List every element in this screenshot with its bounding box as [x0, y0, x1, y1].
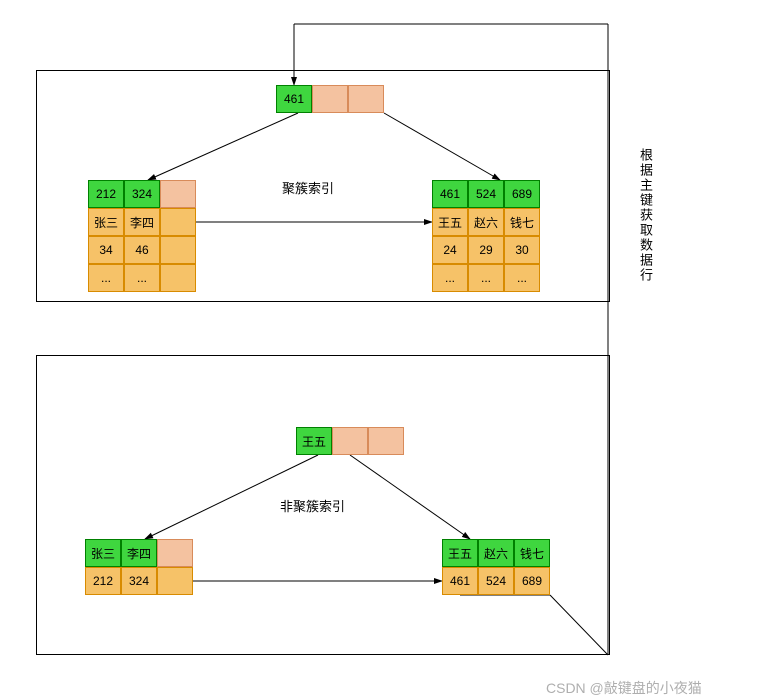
index-cell: 461 — [442, 567, 478, 595]
index-cell: 李四 — [121, 539, 157, 567]
index-cell — [157, 567, 193, 595]
index-cell — [157, 539, 193, 567]
index-cell: 王五 — [442, 539, 478, 567]
index-cell — [332, 427, 368, 455]
index-cell: 461 — [276, 85, 312, 113]
top-left-leaf-row: ...... — [88, 264, 196, 292]
bottom-left-leaf-row: 212324 — [85, 567, 193, 595]
bottom-left-leaf-row: 张三李四 — [85, 539, 193, 567]
index-cell — [160, 180, 196, 208]
index-cell: 29 — [468, 236, 504, 264]
top-root: 461 — [276, 85, 384, 113]
index-cell: 324 — [124, 180, 160, 208]
index-cell: 324 — [121, 567, 157, 595]
index-cell: 张三 — [85, 539, 121, 567]
index-cell: 张三 — [88, 208, 124, 236]
top-right-leaf-row: ......... — [432, 264, 540, 292]
watermark: CSDN @敲键盘的小夜猫 — [546, 678, 702, 698]
index-cell: 钱七 — [504, 208, 540, 236]
index-cell: 王五 — [432, 208, 468, 236]
index-cell: ... — [124, 264, 160, 292]
index-cell: ... — [88, 264, 124, 292]
index-cell: 赵六 — [478, 539, 514, 567]
index-cell — [160, 236, 196, 264]
index-cell — [160, 208, 196, 236]
index-cell: 524 — [468, 180, 504, 208]
clustered-label: 聚簇索引 — [282, 178, 334, 197]
index-cell: 689 — [504, 180, 540, 208]
top-left-leaf-row: 张三李四 — [88, 208, 196, 236]
top-right-leaf-row: 242930 — [432, 236, 540, 264]
index-cell: ... — [468, 264, 504, 292]
index-cell: 212 — [85, 567, 121, 595]
nonclustered-label: 非聚簇索引 — [280, 496, 345, 515]
index-cell: 赵六 — [468, 208, 504, 236]
index-cell: 524 — [478, 567, 514, 595]
bottom-root: 王五 — [296, 427, 404, 455]
index-cell — [368, 427, 404, 455]
index-cell — [160, 264, 196, 292]
top-right-leaf-row: 461524689 — [432, 180, 540, 208]
index-cell: 30 — [504, 236, 540, 264]
top-left-leaf-row: 3446 — [88, 236, 196, 264]
index-cell — [312, 85, 348, 113]
top-left-leaf-row: 212324 — [88, 180, 196, 208]
index-cell: 461 — [432, 180, 468, 208]
index-cell: ... — [504, 264, 540, 292]
index-cell: 钱七 — [514, 539, 550, 567]
index-cell: 王五 — [296, 427, 332, 455]
bottom-right-leaf-row: 王五赵六钱七 — [442, 539, 550, 567]
index-cell: 689 — [514, 567, 550, 595]
index-cell — [348, 85, 384, 113]
index-cell: 24 — [432, 236, 468, 264]
index-cell: 34 — [88, 236, 124, 264]
index-cell: 212 — [88, 180, 124, 208]
index-cell: 李四 — [124, 208, 160, 236]
index-cell: ... — [432, 264, 468, 292]
index-cell: 46 — [124, 236, 160, 264]
bottom-right-leaf-row: 461524689 — [442, 567, 550, 595]
top-right-leaf-row: 王五赵六钱七 — [432, 208, 540, 236]
lookup-label: 根据主键获取数据行 — [636, 148, 655, 283]
